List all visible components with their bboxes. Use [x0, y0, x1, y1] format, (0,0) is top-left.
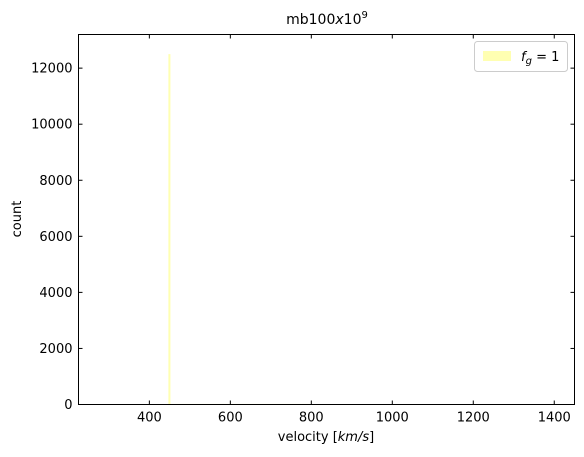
- x-axis-ticks: 400 600 800 1000 1200 1400: [137, 34, 571, 426]
- y-axis-ticks: 0 2000 4000 6000 8000 10000 12000: [31, 62, 575, 413]
- legend-label: fg = 1: [521, 50, 559, 67]
- x-tick-label: 1200: [457, 411, 490, 426]
- y-tick-label: 10000: [31, 118, 72, 133]
- legend-box: [474, 41, 568, 72]
- legend: fg = 1: [474, 41, 568, 72]
- x-tick-label: 800: [299, 411, 324, 426]
- legend-swatch: [483, 51, 511, 61]
- y-tick-label: 6000: [39, 230, 72, 245]
- histogram-bar: [168, 54, 171, 405]
- y-tick-label: 2000: [39, 342, 72, 357]
- y-tick-label: 8000: [39, 174, 72, 189]
- y-tick-label: 12000: [31, 62, 72, 77]
- y-tick-label: 0: [64, 398, 72, 413]
- plot-frame: [78, 34, 575, 405]
- x-tick-label: 1000: [376, 411, 409, 426]
- chart-title: mb100x109: [286, 10, 368, 28]
- bars-group: [168, 54, 312, 405]
- x-axis-label: velocity [km/s]: [278, 430, 374, 445]
- x-tick-label: 400: [137, 411, 162, 426]
- x-tick-label: 600: [218, 411, 243, 426]
- x-tick-label: 1400: [538, 411, 571, 426]
- y-axis-label: count: [10, 201, 25, 238]
- y-tick-label: 4000: [39, 286, 72, 301]
